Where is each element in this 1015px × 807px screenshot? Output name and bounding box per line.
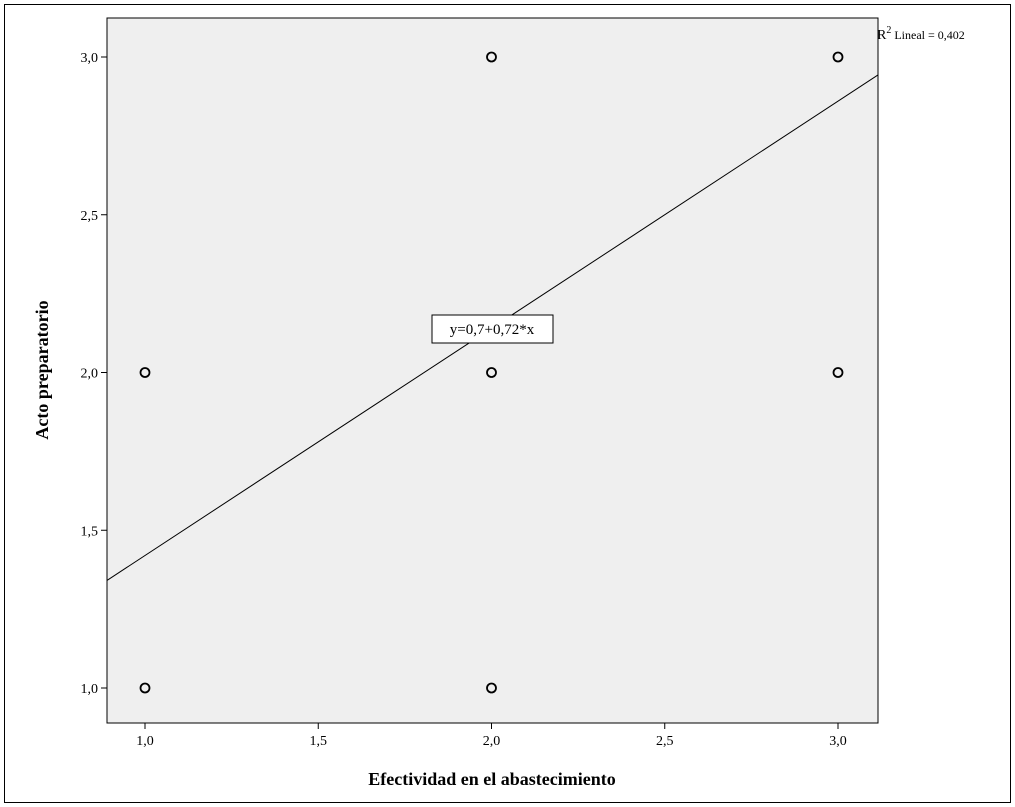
scatter-point	[486, 682, 497, 694]
x-tick-label: 3,0	[829, 734, 847, 749]
y-axis-title: Acto preparatorio	[32, 300, 52, 439]
r-squared-superscript: 2	[886, 25, 891, 36]
r-squared-label: R2 Lineal = 0,402	[877, 25, 965, 43]
scatter-point	[832, 51, 844, 63]
scatter-point	[139, 682, 151, 694]
labels: Efectividad en el abastecimiento Acto pr…	[32, 25, 965, 789]
plot-area	[106, 17, 879, 724]
y-tick-label: 3,0	[81, 51, 99, 66]
x-tick-label: 1,0	[136, 734, 154, 749]
x-axis-title: Efectividad en el abastecimiento	[368, 769, 615, 789]
axes: 1,0 1,5 2,0 2,5 3,0 1,0 1,5 2,0 2,5 3,0	[81, 51, 847, 749]
data-points	[139, 51, 844, 694]
equation-label: y=0,7+0,72*x	[450, 322, 535, 338]
scatter-point	[139, 367, 151, 378]
equation-box	[431, 314, 554, 344]
scatter-point	[486, 367, 497, 378]
y-tick-label: 1,0	[81, 682, 99, 697]
y-tick-label: 2,0	[81, 367, 99, 382]
x-tick-label: 2,0	[483, 734, 501, 749]
scatter-point	[486, 51, 497, 63]
x-tick-label: 1,5	[310, 734, 328, 749]
r-squared-suffix: Lineal = 0,402	[891, 28, 964, 42]
y-tick-label: 1,5	[81, 524, 99, 539]
scatter-point	[832, 367, 844, 378]
y-tick-label: 2,5	[81, 209, 99, 224]
x-tick-label: 2,5	[656, 734, 674, 749]
r-squared-prefix: R	[877, 28, 887, 43]
